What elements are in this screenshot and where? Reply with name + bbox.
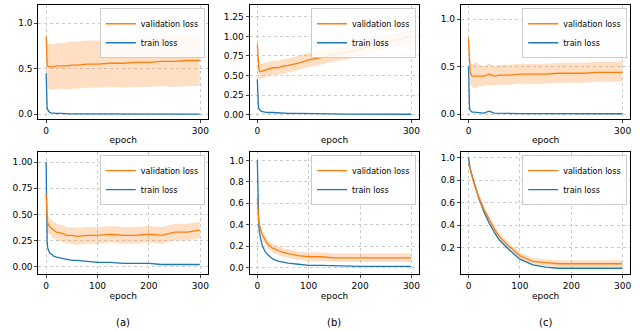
svg-text:0.4: 0.4 [229, 220, 244, 230]
svg-text:300: 300 [403, 126, 420, 136]
svg-text:epoch: epoch [109, 291, 136, 301]
svg-text:(c): (c) [539, 317, 552, 328]
svg-text:100: 100 [511, 281, 528, 291]
svg-text:epoch: epoch [532, 291, 559, 301]
svg-text:300: 300 [192, 126, 209, 136]
svg-text:1.0: 1.0 [441, 153, 456, 163]
svg-text:100: 100 [89, 281, 106, 291]
svg-text:(b): (b) [327, 317, 341, 328]
svg-text:300: 300 [192, 281, 209, 291]
svg-text:validation loss: validation loss [352, 20, 409, 29]
svg-text:train loss: train loss [141, 39, 178, 48]
svg-text:train loss: train loss [141, 186, 178, 195]
svg-text:train loss: train loss [563, 186, 600, 195]
svg-text:epoch: epoch [532, 135, 559, 145]
svg-text:300: 300 [614, 126, 631, 136]
svg-text:validation loss: validation loss [563, 167, 620, 176]
svg-text:validation loss: validation loss [141, 20, 198, 29]
svg-text:1.0: 1.0 [441, 14, 456, 24]
svg-text:train loss: train loss [563, 39, 600, 48]
svg-text:100: 100 [300, 281, 317, 291]
svg-text:validation loss: validation loss [352, 167, 409, 176]
svg-text:1.0: 1.0 [229, 156, 244, 166]
svg-text:0.2: 0.2 [441, 243, 455, 253]
svg-text:300: 300 [403, 281, 420, 291]
svg-text:0.50: 0.50 [13, 210, 33, 220]
svg-text:0.0: 0.0 [18, 109, 33, 119]
svg-text:epoch: epoch [321, 291, 348, 301]
svg-text:(a): (a) [116, 317, 130, 328]
svg-text:0.5: 0.5 [18, 64, 32, 74]
svg-text:200: 200 [140, 281, 157, 291]
svg-text:0.8: 0.8 [441, 175, 456, 185]
svg-text:1.0: 1.0 [18, 18, 33, 28]
svg-text:0.6: 0.6 [441, 198, 456, 208]
svg-text:0.25: 0.25 [13, 236, 33, 246]
svg-text:0: 0 [254, 126, 260, 136]
svg-text:0.0: 0.0 [229, 263, 244, 273]
svg-text:0: 0 [466, 126, 472, 136]
svg-text:0.0: 0.0 [441, 109, 456, 119]
svg-text:train loss: train loss [352, 186, 389, 195]
svg-text:validation loss: validation loss [141, 167, 198, 176]
svg-text:1.00: 1.00 [13, 157, 33, 167]
svg-text:0.75: 0.75 [13, 183, 33, 193]
svg-text:0.25: 0.25 [224, 90, 244, 100]
svg-text:0.2: 0.2 [229, 241, 243, 251]
svg-text:epoch: epoch [109, 135, 136, 145]
svg-text:1.00: 1.00 [224, 32, 244, 42]
svg-text:0.75: 0.75 [224, 51, 244, 61]
svg-text:epoch: epoch [321, 135, 348, 145]
svg-text:0.4: 0.4 [441, 220, 456, 230]
svg-text:0.00: 0.00 [13, 262, 33, 272]
svg-text:0: 0 [43, 126, 49, 136]
svg-text:validation loss: validation loss [563, 20, 620, 29]
svg-text:0: 0 [466, 281, 472, 291]
svg-text:0.5: 0.5 [441, 62, 455, 72]
svg-text:0.6: 0.6 [229, 198, 244, 208]
svg-text:200: 200 [352, 281, 369, 291]
svg-text:0: 0 [254, 281, 260, 291]
svg-text:0: 0 [43, 281, 49, 291]
svg-text:0.8: 0.8 [229, 177, 244, 187]
svg-text:1.25: 1.25 [224, 12, 244, 22]
svg-text:300: 300 [614, 281, 631, 291]
svg-text:200: 200 [563, 281, 580, 291]
svg-text:0.50: 0.50 [224, 71, 244, 81]
svg-text:train loss: train loss [352, 39, 389, 48]
svg-text:0.00: 0.00 [224, 110, 244, 120]
